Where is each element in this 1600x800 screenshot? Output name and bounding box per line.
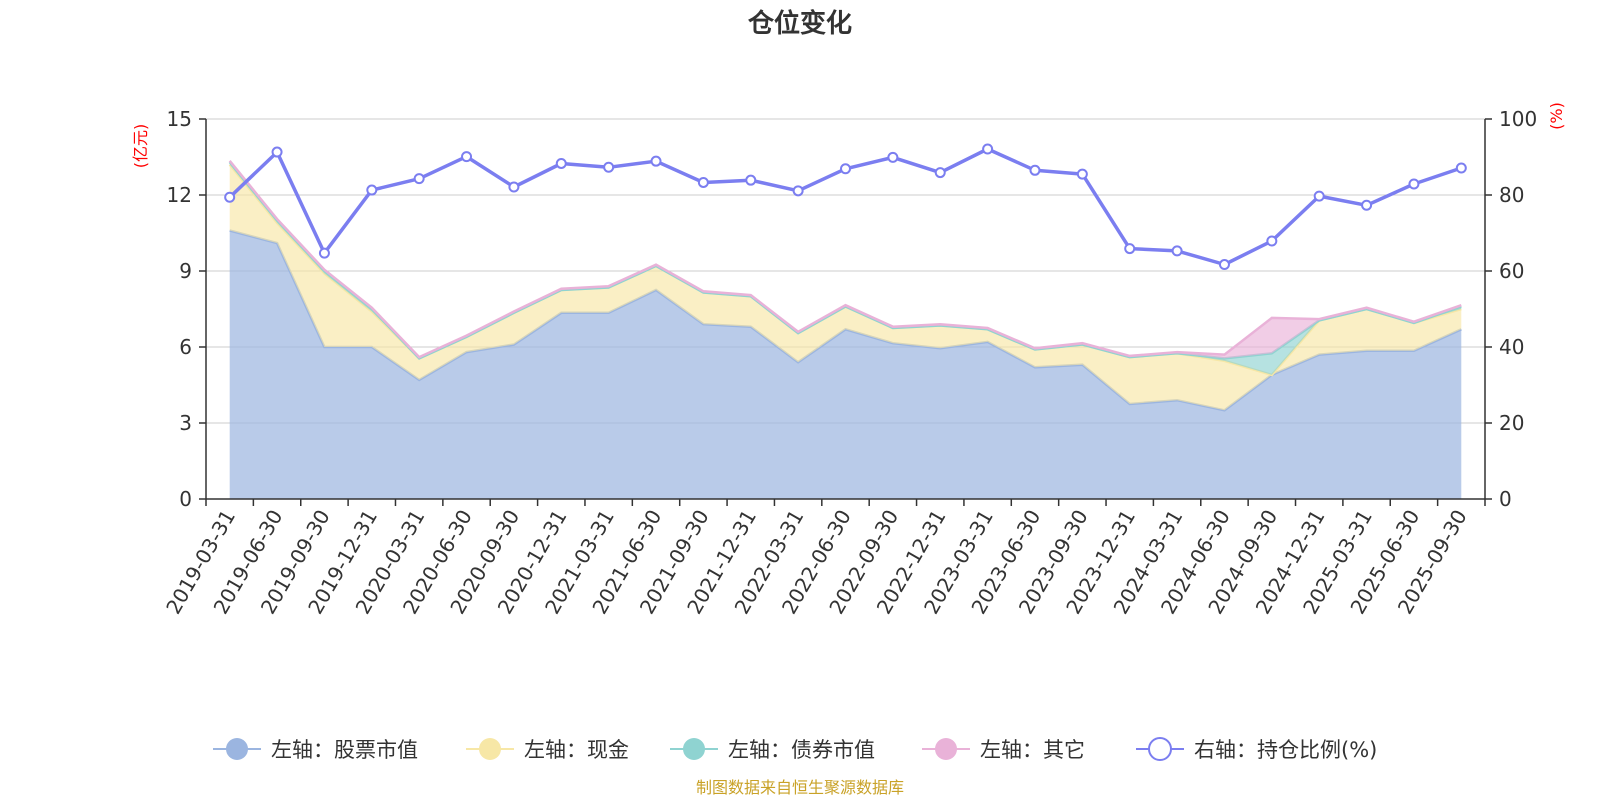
right-axis-unit: (%) — [1547, 102, 1566, 130]
legend-label: 右轴：持仓比例(%) — [1194, 738, 1377, 762]
ratio-point — [745, 174, 757, 186]
ratio-point — [650, 155, 662, 167]
ratio-point — [318, 247, 330, 259]
right-axis-tick-label: 80 — [1499, 183, 1524, 207]
right-axis-tick-label: 100 — [1499, 107, 1537, 131]
ratio-point — [224, 191, 236, 203]
legend-label: 左轴：现金 — [524, 738, 629, 762]
ratio-point — [1171, 245, 1183, 257]
legend-marker — [479, 738, 501, 760]
left-axis-tick-label: 12 — [167, 183, 192, 207]
ratio-point — [1266, 235, 1278, 247]
legend-marker — [935, 738, 957, 760]
ratio-point — [413, 173, 425, 185]
data-source-note: 制图数据来自恒生聚源数据库 — [696, 778, 904, 797]
legend-marker — [226, 738, 248, 760]
ratio-point — [840, 163, 851, 175]
ratio-point — [366, 184, 378, 196]
ratio-line — [224, 143, 1467, 271]
ratio-point — [1313, 190, 1325, 202]
stacked-areas — [228, 160, 1462, 499]
ratio-point — [603, 161, 615, 173]
legend-marker — [1148, 737, 1172, 761]
ratio-point — [1218, 259, 1230, 271]
legend-item-other: 左轴：其它 — [922, 738, 1085, 762]
legend-item-stock: 左轴：股票市值 — [213, 738, 418, 762]
left-axis-unit: (亿元) — [131, 124, 150, 169]
legend-item-ratio: 右轴：持仓比例(%) — [1136, 737, 1377, 762]
ratio-point — [792, 185, 804, 197]
right-axis-tick-label: 60 — [1499, 259, 1524, 283]
legend-label: 左轴：其它 — [980, 738, 1085, 762]
chart-title: 仓位变化 — [747, 8, 852, 39]
legend-item-cash: 左轴：现金 — [466, 738, 629, 762]
ratio-point — [1029, 164, 1041, 176]
ratio-point — [271, 146, 283, 158]
ratio-point — [982, 143, 994, 155]
area-edge-other — [228, 160, 1462, 359]
ratio-point — [887, 151, 899, 163]
ratio-point — [1361, 199, 1373, 211]
ratio-point — [1124, 243, 1136, 255]
legend: 左轴：股票市值 左轴：现金 左轴：债券市值 左轴：其它 右轴：持仓比例(%) — [213, 737, 1377, 762]
ratio-point — [508, 181, 520, 193]
left-axis-tick-label: 3 — [179, 411, 192, 435]
left-axis-tick-label: 6 — [179, 335, 192, 359]
left-axis-tick-label: 9 — [179, 259, 192, 283]
left-axis-tick-label: 15 — [167, 107, 192, 131]
ratio-point — [697, 176, 709, 188]
legend-item-bond: 左轴：债券市值 — [670, 738, 875, 762]
ratio-point — [1408, 178, 1420, 190]
ratio-point — [461, 151, 473, 163]
area-stock — [229, 230, 1462, 499]
right-axis-tick-label: 20 — [1499, 411, 1524, 435]
legend-marker — [683, 738, 705, 760]
right-axis-tick-label: 0 — [1499, 487, 1512, 511]
right-axis-tick-label: 40 — [1499, 335, 1524, 359]
ratio-point — [1076, 168, 1088, 180]
left-axis-tick-label: 0 — [179, 487, 192, 511]
legend-label: 左轴：股票市值 — [271, 738, 418, 762]
legend-label: 左轴：债券市值 — [728, 738, 875, 762]
ratio-point — [1455, 162, 1467, 174]
ratio-point — [555, 157, 567, 169]
ratio-point — [934, 167, 946, 179]
